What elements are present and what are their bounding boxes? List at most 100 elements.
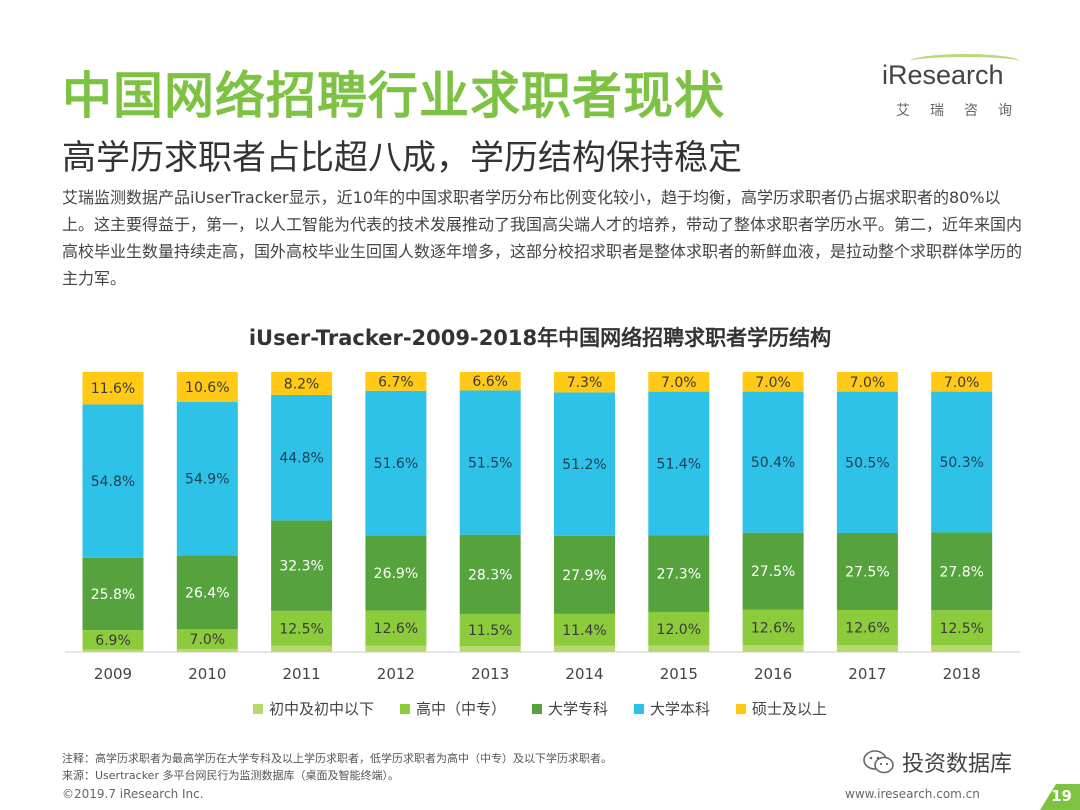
data-label-seg-master-2016: 7.0%	[755, 375, 791, 391]
logo-wordmark: iResearch	[882, 60, 1004, 90]
bar-seg-master-2010	[176, 372, 238, 402]
data-label-seg-college-2012: 26.9%	[374, 566, 418, 582]
legend-swatch	[634, 703, 644, 714]
legend-item: 硕士及以上	[736, 698, 827, 719]
bar-seg-bachelor-2011	[271, 394, 333, 521]
bar-seg-lower-secondary-2011	[271, 645, 333, 652]
bar-seg-bachelor-2013	[459, 390, 521, 535]
data-label-seg-college-2013: 28.3%	[468, 567, 512, 583]
watermark-text: 投资数据库	[902, 752, 1013, 777]
x-tick-label-2009: 2009	[94, 665, 132, 683]
data-label-seg-master-2012: 6.7%	[378, 374, 414, 390]
data-label-seg-college-2010: 26.4%	[185, 585, 229, 601]
bars-layer: 6.9% 25.8% 54.8% 11.6% 7.0% 26.4% 54.9% 10.6% 12…	[82, 372, 993, 652]
logo-chinese: 艾瑞咨询	[896, 103, 1032, 119]
bar-seg-college-2012	[365, 535, 427, 611]
bar-seg-high-school-2015	[648, 611, 710, 646]
bar-seg-lower-secondary-2018	[931, 645, 993, 652]
bar-seg-lower-secondary-2014	[554, 645, 615, 652]
data-label-seg-college-2011: 32.3%	[279, 559, 323, 575]
data-label-seg-bachelor-2009: 54.8%	[91, 474, 135, 490]
legend-swatch	[252, 703, 263, 714]
legend-swatch	[399, 703, 410, 714]
x-tick-label-2014: 2014	[565, 665, 603, 683]
bar-seg-high-school-2011	[271, 610, 333, 646]
bar-seg-college-2016	[742, 532, 804, 610]
legend-swatch	[531, 703, 542, 714]
data-label-seg-master-2013: 6.6%	[472, 374, 508, 390]
data-label-seg-bachelor-2013: 51.5%	[468, 456, 512, 472]
data-label-seg-master-2009: 11.6%	[91, 381, 135, 397]
data-label-seg-high-school-2011: 12.5%	[279, 621, 323, 637]
data-label-seg-high-school-2014: 11.4%	[562, 623, 606, 639]
bar-seg-high-school-2018	[931, 610, 993, 646]
bar-seg-bachelor-2018	[931, 391, 993, 533]
bar-seg-lower-secondary-2015	[648, 645, 710, 652]
bar-seg-high-school-2009	[82, 630, 144, 650]
x-tick-label-2012: 2012	[377, 665, 415, 683]
data-label-seg-master-2010: 10.6%	[185, 380, 229, 396]
x-tick-labels: 2009 2010 2011 2012 2013 2014 2015 2016 2017 2018	[94, 665, 981, 683]
data-label-seg-bachelor-2015: 51.4%	[657, 457, 701, 473]
chart-title: iUser-Tracker-2009-2018年中国网络招聘求职者学历结构	[248, 326, 832, 350]
bar-seg-high-school-2017	[836, 610, 898, 646]
bar-seg-bachelor-2016	[742, 391, 804, 533]
watermark: 投资数据库	[862, 746, 1012, 778]
bar-seg-bachelor-2017	[836, 391, 898, 533]
bar-seg-high-school-2014	[554, 613, 615, 646]
data-label-seg-master-2015: 7.0%	[661, 375, 697, 391]
legend-item: 初中及初中以下	[252, 698, 374, 719]
data-label-seg-master-2011: 8.2%	[284, 376, 320, 392]
bar-seg-lower-secondary-2017	[836, 645, 898, 652]
data-label-seg-college-2015: 27.3%	[657, 567, 701, 583]
data-label-seg-bachelor-2010: 54.9%	[185, 472, 229, 488]
x-tick-label-2016: 2016	[754, 665, 792, 683]
legend-item: 大学本科	[634, 698, 710, 719]
legend-label: 硕士及以上	[752, 700, 828, 718]
stacked-bar-chart: 6.9% 25.8% 54.8% 11.6% 7.0% 26.4% 54.9% 10.6% 12…	[65, 372, 1020, 683]
x-tick-label-2015: 2015	[660, 665, 698, 683]
bar-seg-master-2012	[365, 372, 427, 391]
bar-seg-master-2011	[271, 372, 333, 395]
data-label-seg-high-school-2016: 12.6%	[751, 620, 795, 636]
footer-website[interactable]: www.iresearch.com.cn	[845, 787, 980, 801]
legend-label: 大学专科	[547, 700, 608, 718]
data-label-seg-high-school-2018: 12.5%	[939, 621, 983, 637]
bar-seg-bachelor-2010	[176, 401, 238, 556]
bar-seg-bachelor-2015	[648, 391, 710, 536]
bar-seg-master-2009	[82, 372, 144, 405]
bar-seg-college-2015	[648, 535, 710, 612]
chart-legend: 初中及初中以下 高中（中专） 大学专科 大学本科 硕士及以上	[0, 698, 1080, 719]
data-label-seg-bachelor-2018: 50.3%	[939, 455, 983, 471]
data-label-seg-master-2014: 7.3%	[567, 375, 603, 391]
legend-label: 初中及初中以下	[268, 700, 374, 718]
bar-seg-lower-secondary-2013	[459, 646, 521, 652]
bar-seg-lower-secondary-2012	[365, 645, 427, 652]
data-label-seg-bachelor-2014: 51.2%	[562, 457, 606, 473]
bar-seg-high-school-2013	[459, 613, 521, 647]
x-tick-label-2017: 2017	[848, 665, 886, 683]
data-label-seg-college-2017: 27.5%	[845, 565, 889, 581]
page-number: 19	[1051, 787, 1072, 805]
bar-seg-master-2015	[648, 372, 710, 392]
data-label-seg-bachelor-2012: 51.6%	[374, 456, 418, 472]
page-subtitle: 高学历求职者占比超八成，学历结构保持稳定	[62, 138, 742, 178]
bar-seg-college-2017	[836, 533, 898, 610]
legend-item: 高中（中专）	[399, 698, 506, 719]
page-title: 中国网络招聘行业求职者现状	[62, 67, 725, 125]
bar-seg-lower-secondary-2016	[742, 645, 804, 652]
legend-label: 大学本科	[650, 700, 711, 718]
wechat-icon	[863, 750, 894, 774]
bar-seg-high-school-2016	[742, 609, 804, 645]
chart-note: 注释：高学历求职者为最高学历在大学专科及以上学历求职者，低学历求职者为高中（中专…	[62, 752, 612, 765]
bar-seg-high-school-2010	[176, 629, 238, 649]
bar-seg-master-2018	[931, 372, 993, 392]
legend-swatch	[736, 703, 747, 714]
bar-seg-college-2014	[554, 535, 615, 614]
bar-seg-college-2010	[176, 555, 238, 630]
iresearch-logo: iResearch 艾瑞咨询	[882, 54, 1032, 130]
footer-copyright: ©2019.7 iResearch Inc.	[62, 787, 204, 801]
data-label-seg-bachelor-2017: 50.5%	[845, 455, 889, 471]
bar-seg-lower-secondary-2009	[82, 649, 144, 652]
data-label-seg-high-school-2009: 6.9%	[95, 633, 131, 649]
